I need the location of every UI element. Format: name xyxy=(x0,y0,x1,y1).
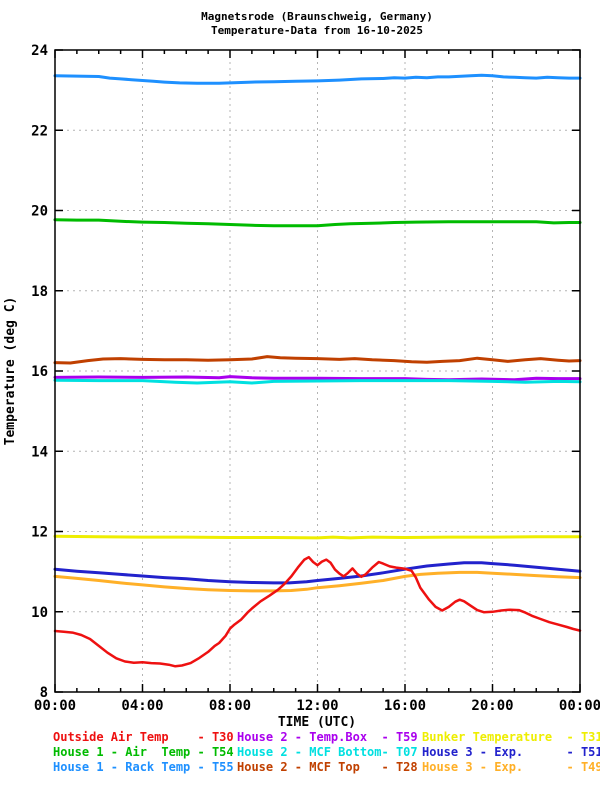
legend-T49: House 3 - Exp. - T49 xyxy=(422,760,600,774)
y-tick-label: 22 xyxy=(31,123,48,139)
y-tick-label: 18 xyxy=(31,284,48,300)
y-axis-label: Temperature (deg C) xyxy=(3,297,18,446)
x-tick-label: 12:00 xyxy=(296,698,338,714)
series-T55-line xyxy=(53,73,582,85)
x-tick-label: 20:00 xyxy=(471,698,513,714)
legend-T30: Outside Air Temp - T30 xyxy=(53,730,234,744)
tick-label-layer: 00:00 04:00 08:00 12:00 16:00 20:00 00:0081012… xyxy=(31,43,600,714)
legend-T55: House 1 - Rack Temp - T55 xyxy=(53,760,234,774)
series-T51-line xyxy=(53,561,582,585)
y-tick-label: 12 xyxy=(31,525,48,541)
chart-title-line2: Temperature-Data from 16-10-2025 xyxy=(211,24,423,37)
x-axis-label: TIME (UTC) xyxy=(278,715,356,730)
series-T07-line xyxy=(53,378,582,385)
legend-T59: House 2 - Temp.Box - T59 xyxy=(237,730,418,744)
legend-T07: House 2 - MCF Bottom- T07 xyxy=(237,745,418,759)
legend-T28: House 2 - MCF Top - T28 xyxy=(237,760,418,774)
y-tick-label: 16 xyxy=(31,364,48,380)
series-layer xyxy=(53,73,582,668)
series-T31-line xyxy=(53,534,582,540)
series-T49-line xyxy=(53,570,582,593)
x-tick-label: 00:00 xyxy=(559,698,600,714)
y-tick-label: 20 xyxy=(31,204,48,220)
series-T30-line xyxy=(53,555,582,668)
x-tick-label: 16:00 xyxy=(384,698,426,714)
series-T59-line xyxy=(53,375,582,382)
y-tick-label: 8 xyxy=(40,685,48,701)
axes-layer xyxy=(54,49,581,693)
y-tick-label: 10 xyxy=(31,605,48,621)
y-tick-label: 14 xyxy=(31,444,48,460)
grid-layer xyxy=(55,50,580,692)
series-T28-line xyxy=(53,355,582,365)
x-tick-label: 04:00 xyxy=(121,698,163,714)
legend-T51: House 3 - Exp. - T51 xyxy=(422,745,600,759)
series-T54-line xyxy=(53,218,582,228)
chart-title-line1: Magnetsrode (Braunschweig, Germany) xyxy=(201,10,433,23)
y-tick-label: 24 xyxy=(31,43,48,59)
legend-T31: Bunker Temperature - T31 xyxy=(422,730,600,744)
x-tick-label: 00:00 xyxy=(34,698,76,714)
x-tick-label: 08:00 xyxy=(209,698,251,714)
legend-T54: House 1 - Air Temp - T54 xyxy=(53,745,234,759)
